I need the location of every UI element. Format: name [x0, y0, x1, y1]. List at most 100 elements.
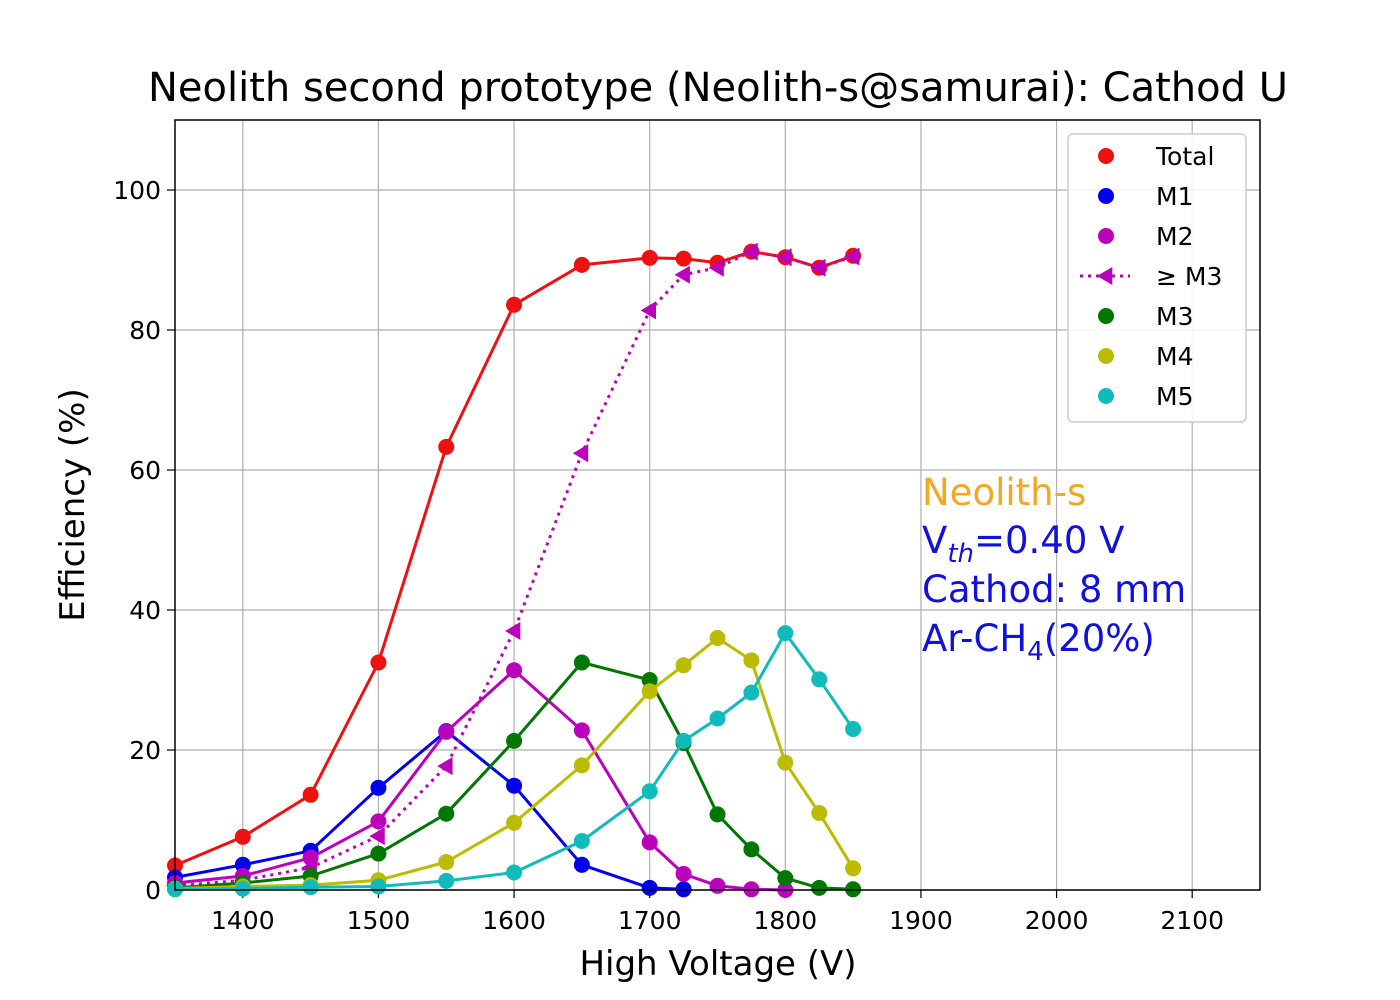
y-tick-label: 0 — [145, 876, 161, 905]
legend-marker — [1097, 267, 1113, 285]
x-tick-label: 2000 — [1025, 906, 1089, 935]
data-point-m1 — [234, 856, 251, 873]
x-tick-label: 2100 — [1160, 906, 1224, 935]
legend-label: ≥ M3 — [1156, 262, 1222, 291]
data-point-m3 — [370, 845, 387, 862]
data-point-total — [370, 654, 387, 671]
threshold-subscript: th — [947, 539, 974, 569]
x-tick-label: 1400 — [211, 906, 275, 935]
y-tick-label: 40 — [129, 596, 161, 625]
data-point-m3 — [708, 258, 724, 277]
data-point-m4 — [709, 630, 726, 646]
data-point-total — [302, 786, 319, 803]
data-point-m5 — [506, 864, 523, 881]
legend-item-m3: ≥ M3 — [1080, 262, 1222, 291]
data-point-m3 — [810, 258, 826, 277]
gas-annotation: Ar-CH4(20%) — [922, 617, 1155, 667]
series-m5 — [167, 625, 862, 898]
x-tick-label: 1600 — [482, 906, 546, 935]
data-point-m5 — [438, 872, 455, 889]
y-tick-label: 60 — [129, 456, 161, 485]
gas-main: Ar-CH — [922, 617, 1027, 660]
data-point-total — [234, 828, 251, 845]
data-point-m5 — [845, 721, 862, 737]
data-point-m3 — [505, 622, 521, 640]
legend-label: M4 — [1156, 342, 1193, 371]
data-point-m3 — [573, 654, 590, 671]
legend: Total M1 M2 ≥ M3 M3 M4 M5 — [1067, 133, 1247, 423]
data-point-total — [506, 296, 523, 313]
data-point-m5 — [675, 732, 692, 749]
data-point-m5 — [743, 684, 760, 701]
data-point-m1 — [641, 879, 658, 896]
data-point-total — [641, 249, 658, 266]
legend-label: M5 — [1156, 382, 1193, 411]
y-tick-label: 20 — [129, 736, 161, 765]
series-line-m2 — [174, 668, 786, 892]
plot-frame — [174, 119, 1261, 891]
data-point-m4 — [777, 754, 794, 771]
data-point-m5 — [573, 833, 590, 849]
series-line-m3 — [174, 250, 854, 888]
data-point-m5 — [234, 880, 251, 897]
data-point-m3 — [811, 879, 828, 896]
data-point-m2 — [506, 662, 523, 679]
data-point-m4 — [743, 652, 760, 669]
data-point-m3 — [777, 870, 794, 887]
data-point-m2 — [573, 722, 590, 739]
data-point-m4 — [438, 854, 455, 870]
legend-item-m2: M2 — [1098, 222, 1193, 251]
legend-marker — [1098, 148, 1114, 164]
series-line-m5 — [174, 631, 855, 891]
gas-rest: (20%) — [1044, 617, 1155, 660]
legend-item-total: Total — [1098, 142, 1214, 171]
data-point-m4 — [641, 683, 658, 700]
data-point-m5 — [370, 878, 387, 895]
gas-subscript: 4 — [1027, 637, 1044, 667]
data-series — [166, 242, 862, 898]
data-point-total — [675, 250, 692, 267]
legend-label: M1 — [1156, 182, 1193, 211]
legend-marker — [1098, 348, 1114, 364]
series-line-m4 — [174, 636, 855, 891]
legend-box — [1067, 133, 1247, 423]
y-axis-label: Efficiency (%) — [53, 388, 93, 621]
data-point-m3 — [776, 248, 792, 267]
legend-item-m1: M1 — [1098, 182, 1193, 211]
legend-marker — [1098, 308, 1114, 324]
data-point-m3 — [742, 242, 758, 261]
legend-label: Total — [1155, 142, 1214, 171]
data-point-m3 — [709, 806, 726, 823]
x-tick-label: 1900 — [889, 906, 953, 935]
cathode-annotation: Cathod: 8 mm — [922, 568, 1186, 611]
data-point-m4 — [811, 805, 828, 821]
threshold-annotation: Vth=0.40 V — [922, 519, 1124, 569]
data-point-m4 — [845, 860, 862, 877]
data-point-m5 — [641, 783, 658, 800]
data-point-m3 — [437, 757, 453, 776]
data-point-m2 — [438, 723, 455, 740]
legend-item-m5: M5 — [1098, 382, 1193, 411]
legend-label: M2 — [1156, 222, 1193, 251]
data-point-m3 — [674, 265, 690, 284]
data-point-m2 — [370, 813, 387, 830]
data-point-m2 — [641, 834, 658, 851]
data-point-m5 — [777, 625, 794, 642]
data-point-total — [573, 256, 590, 273]
data-point-m5 — [811, 671, 828, 688]
data-point-m3 — [572, 444, 589, 463]
data-point-m3 — [844, 247, 860, 266]
data-point-m1 — [573, 856, 590, 873]
data-point-m3 — [369, 827, 385, 846]
legend-marker — [1098, 228, 1114, 244]
data-point-m3 — [438, 805, 455, 822]
legend-item-m3: M3 — [1098, 302, 1193, 331]
data-point-m2 — [709, 877, 726, 894]
x-tick-label: 1700 — [618, 906, 682, 935]
data-point-m3 — [641, 672, 658, 688]
x-tick-label: 1800 — [754, 906, 818, 935]
data-point-m4 — [506, 814, 523, 831]
legend-label: M3 — [1156, 302, 1193, 331]
y-tick-label: 100 — [113, 176, 161, 205]
